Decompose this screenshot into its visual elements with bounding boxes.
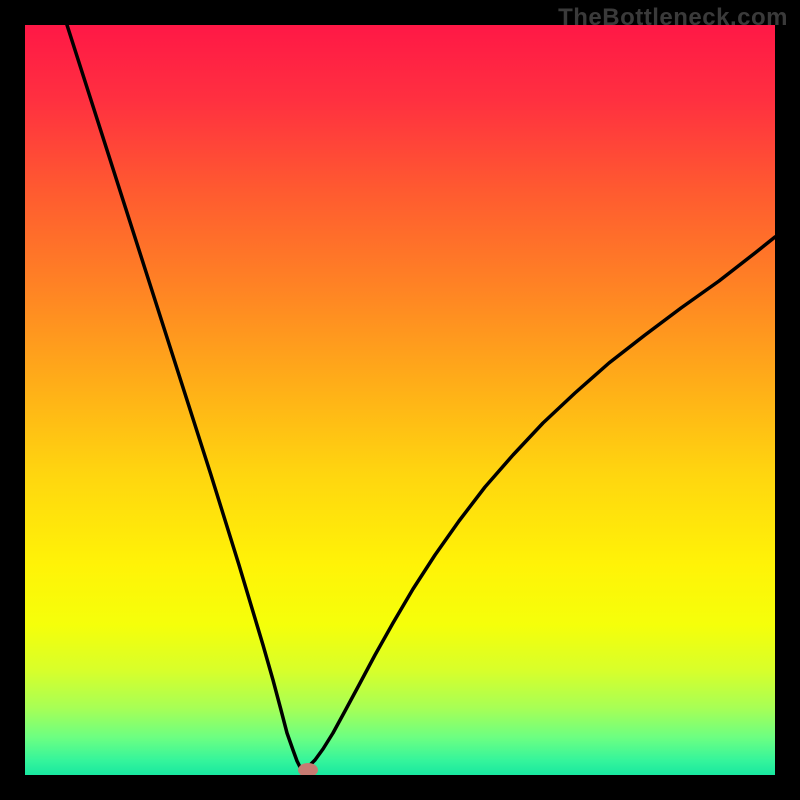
gradient-background xyxy=(25,25,775,775)
watermark-text: TheBottleneck.com xyxy=(558,4,788,32)
plot-area xyxy=(25,25,775,775)
optimal-point-marker xyxy=(298,763,318,775)
chart-frame: TheBottleneck.com xyxy=(0,0,800,800)
